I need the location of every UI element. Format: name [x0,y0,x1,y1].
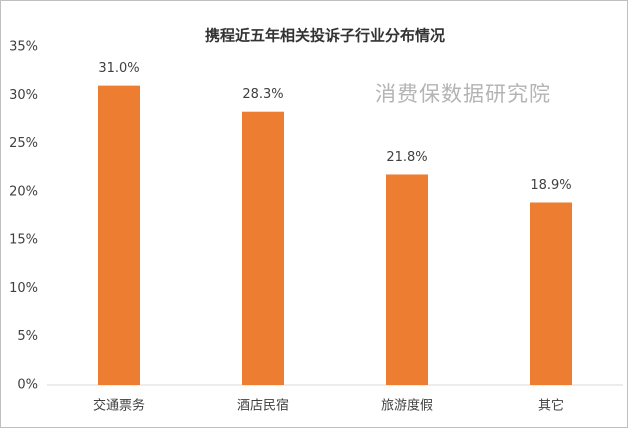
chart-title: 携程近五年相关投诉子行业分布情况 [205,27,445,45]
data-label: 18.9% [530,178,571,193]
y-tick-label: 35% [9,40,38,55]
y-tick-label: 0% [17,378,38,393]
x-tick-label: 酒店民宿 [237,398,289,414]
bar [98,85,140,385]
watermark: 消费保数据研究院 [375,82,551,106]
x-tick-label: 旅游度假 [381,398,433,414]
bar [530,202,572,385]
bar [242,111,284,386]
y-tick-label: 10% [9,281,38,296]
x-tick-label: 交通票务 [93,398,145,414]
data-label: 21.8% [386,150,427,165]
data-label: 31.0% [98,61,139,76]
y-tick-label: 15% [9,233,38,248]
y-tick-label: 20% [9,184,38,199]
y-tick-label: 30% [9,88,38,103]
y-tick-label: 25% [9,136,38,151]
bar [386,174,428,385]
x-tick-label: 其它 [538,398,564,414]
y-tick-label: 5% [17,329,38,344]
data-label: 28.3% [242,87,283,102]
